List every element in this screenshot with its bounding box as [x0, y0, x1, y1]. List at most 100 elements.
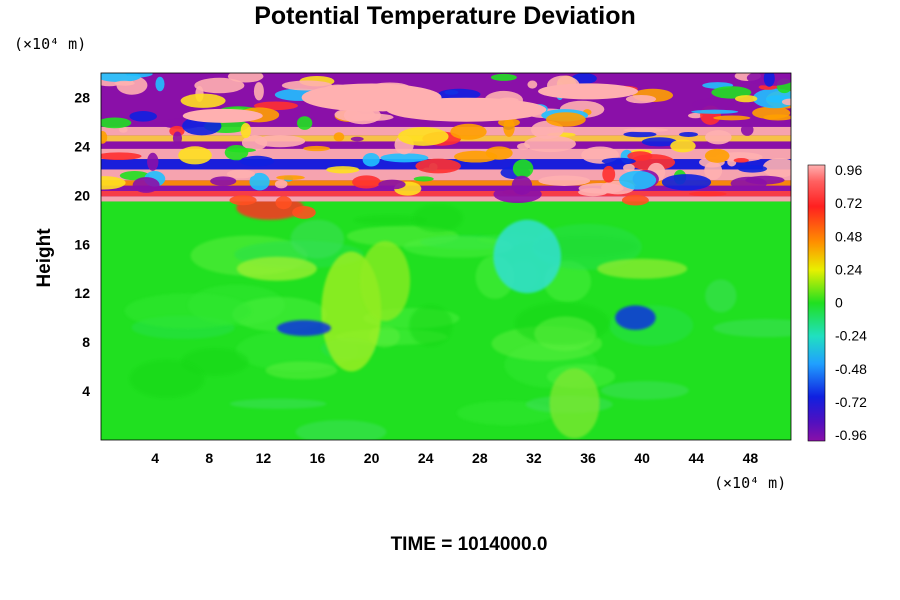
colorbar-label: -0.24 — [835, 328, 867, 344]
field-patch — [124, 293, 252, 329]
upper-patch — [182, 108, 263, 123]
upper-blob — [578, 188, 608, 197]
upper-blob — [281, 80, 333, 91]
colorbar-labels: 0.96 0.72 0.48 0.24 0 -0.24 -0.48 -0.72 -0.96 — [835, 162, 867, 443]
upper-blob — [254, 135, 306, 148]
x-tick-label: 12 — [256, 450, 272, 466]
upper-blob — [527, 80, 538, 89]
colorbar-label: 0.48 — [835, 228, 862, 244]
upper-blob — [240, 122, 252, 139]
upper-blob — [704, 130, 732, 145]
upper-blob — [350, 136, 364, 142]
x-tick-label: 16 — [310, 450, 326, 466]
upper-blob — [661, 174, 712, 191]
x-tick-labels: 4 8 12 16 20 24 28 32 36 40 44 48 — [151, 450, 758, 466]
field-patch — [412, 203, 463, 233]
upper-blob — [227, 73, 264, 83]
field-feature — [615, 305, 656, 330]
upper-blob — [398, 127, 449, 146]
upper-blob — [623, 127, 669, 133]
x-tick-label: 20 — [364, 450, 380, 466]
field-patch — [265, 361, 338, 380]
x-tick-label: 32 — [526, 450, 542, 466]
upper-blob — [378, 179, 406, 190]
upper-blob — [450, 123, 487, 140]
upper-blob — [601, 157, 636, 165]
upper-blob — [503, 118, 515, 137]
field-patch — [600, 381, 689, 400]
upper-blob — [276, 175, 305, 180]
field-plume — [360, 240, 411, 321]
upper-blob — [227, 147, 256, 153]
upper-blob — [180, 93, 226, 108]
colorbar-label: 0.24 — [835, 261, 862, 277]
x-tick-label: 8 — [205, 450, 213, 466]
upper-blob — [326, 166, 360, 174]
upper-blob — [226, 169, 256, 179]
upper-blob — [132, 177, 160, 193]
y-tick-label: 16 — [74, 236, 90, 252]
field-patch — [229, 398, 327, 409]
upper-blob — [101, 152, 142, 160]
y-tick-label: 4 — [82, 383, 90, 399]
upper-blob — [623, 131, 657, 138]
upper-blob — [670, 139, 696, 153]
upper-blob — [362, 153, 380, 167]
upper-band — [101, 169, 791, 181]
x-tick-label: 36 — [580, 450, 596, 466]
plot-frame — [100, 72, 792, 441]
upper-blob — [619, 170, 657, 190]
field-patch — [534, 316, 597, 352]
colorbar-label: 0 — [835, 295, 843, 311]
upper-blob — [688, 112, 703, 119]
upper-blob — [194, 77, 245, 94]
upper-blob — [101, 176, 126, 190]
upper-blob — [538, 175, 591, 186]
upper-blob — [178, 146, 212, 165]
y-axis-label: Height — [34, 228, 55, 288]
upper-band — [101, 180, 791, 186]
upper-blob — [524, 135, 576, 153]
upper-band — [101, 126, 791, 136]
x-unit-label: (×10⁴ m) — [714, 474, 786, 492]
upper-blob — [249, 172, 270, 191]
upper-blob — [274, 179, 288, 189]
x-tick-label: 40 — [634, 450, 650, 466]
upper-blob — [155, 76, 165, 92]
upper-blob — [763, 73, 775, 87]
upper-blob — [101, 73, 141, 83]
upper-blob — [239, 155, 275, 167]
colorbar-label: -0.48 — [835, 361, 867, 377]
x-tick-label: 4 — [151, 450, 159, 466]
upper-blob — [713, 115, 751, 121]
upper-blob — [333, 132, 345, 142]
upper-blob — [490, 73, 517, 81]
field-plume — [597, 258, 688, 279]
upper-band — [101, 185, 791, 191]
upper-blob — [413, 176, 434, 182]
upper-blob — [437, 88, 481, 100]
field-patch — [354, 214, 428, 226]
field-feature — [493, 219, 561, 294]
upper-blob — [704, 148, 730, 163]
upper-blob — [691, 109, 739, 114]
upper-blob — [763, 114, 791, 121]
upper-blob — [415, 158, 461, 174]
upper-blob — [101, 117, 132, 129]
upper-blob — [758, 84, 778, 90]
upper-blob — [352, 175, 381, 189]
heatmap-field — [101, 73, 791, 440]
upper-band — [101, 196, 791, 202]
upper-blob — [625, 94, 657, 104]
upper-patch — [538, 83, 639, 100]
interface-blob — [621, 194, 649, 206]
field-patch — [713, 319, 791, 338]
y-tick-labels: 4 8 12 16 20 24 28 — [74, 89, 90, 399]
upper-blob — [781, 98, 791, 106]
upper-blob — [691, 98, 734, 111]
upper-blob — [641, 137, 678, 147]
colorbar-label: -0.72 — [835, 394, 867, 410]
x-tick-label: 28 — [472, 450, 488, 466]
field-plume — [549, 368, 600, 439]
